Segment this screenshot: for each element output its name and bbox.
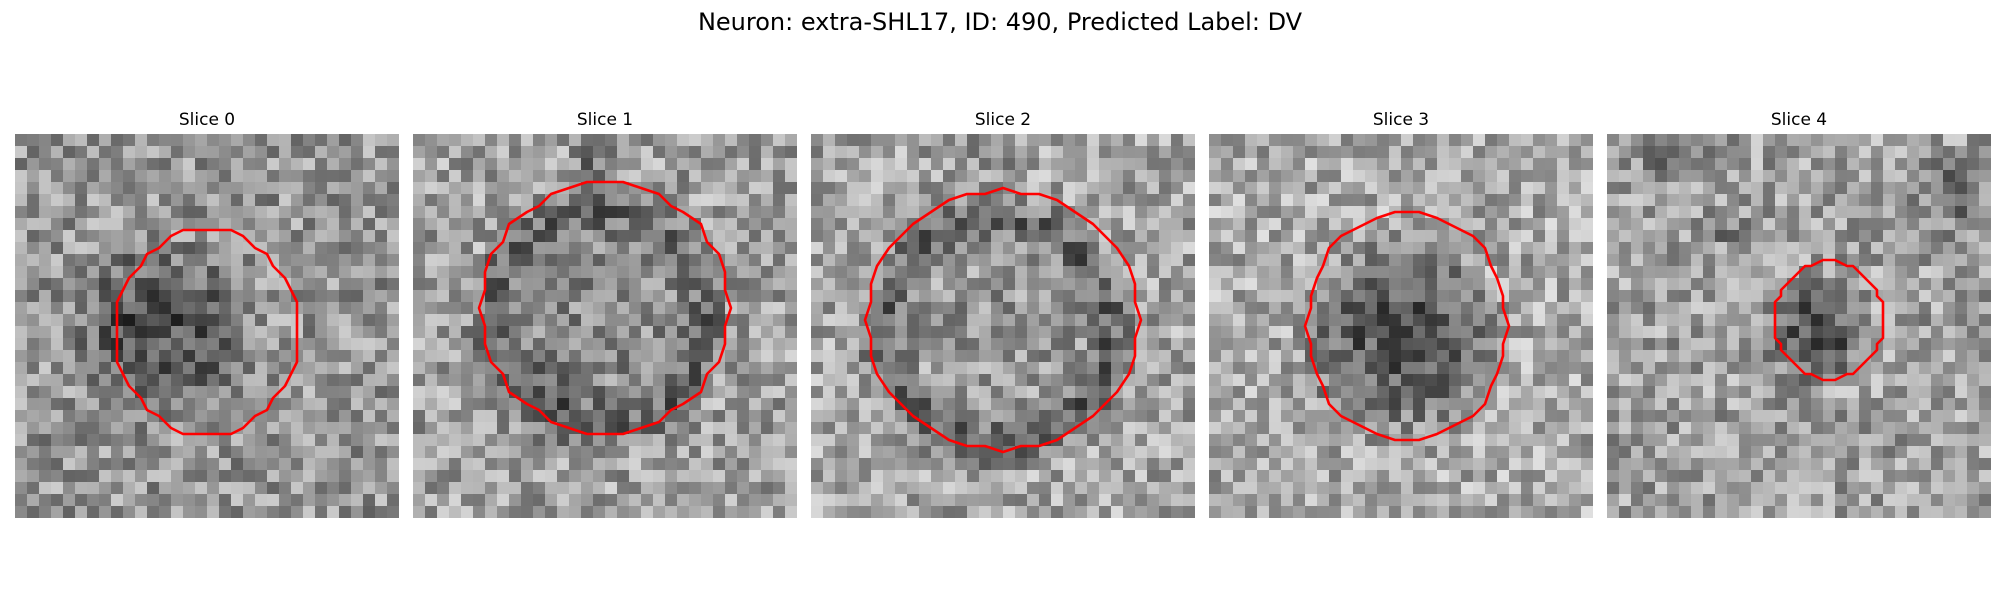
slice-panel-4: Slice 4 [1607, 108, 1991, 518]
slice-title-4: Slice 4 [1770, 110, 1828, 130]
roi-contour-0 [115, 228, 299, 436]
roi-contour-3 [1303, 210, 1511, 442]
slice-svg-2 [811, 134, 1195, 518]
slice-svg-1 [413, 134, 797, 518]
slice-title-2: Slice 2 [974, 110, 1032, 130]
slice-image-4 [1607, 134, 1991, 518]
pixel-grid [1209, 134, 1593, 518]
roi-contour-1 [477, 180, 733, 436]
roi-contour-4 [1773, 258, 1885, 382]
slice-svg-3 [1209, 134, 1593, 518]
slice-title-0: Slice 0 [178, 110, 236, 130]
slice-svg-4 [1607, 134, 1991, 518]
pixel-grid [811, 134, 1195, 518]
slice-image-2 [811, 134, 1195, 518]
slice-image-0 [15, 134, 399, 518]
slice-title-1: Slice 1 [576, 110, 634, 130]
slice-panel-0: Slice 0 [15, 108, 399, 518]
slice-title-3: Slice 3 [1372, 110, 1430, 130]
slice-svg-0 [15, 134, 399, 518]
figure-title: Neuron: extra-SHL17, ID: 490, Predicted … [697, 8, 1303, 36]
slice-panel-3: Slice 3 [1209, 108, 1593, 518]
slice-panel-1: Slice 1 [413, 108, 797, 518]
roi-contour-2 [863, 186, 1143, 454]
pixel-grid [1607, 134, 1991, 518]
pixel-grid [413, 134, 797, 518]
slice-panel-2: Slice 2 [811, 108, 1195, 518]
slice-image-3 [1209, 134, 1593, 518]
slice-image-1 [413, 134, 797, 518]
pixel-grid [15, 134, 399, 518]
